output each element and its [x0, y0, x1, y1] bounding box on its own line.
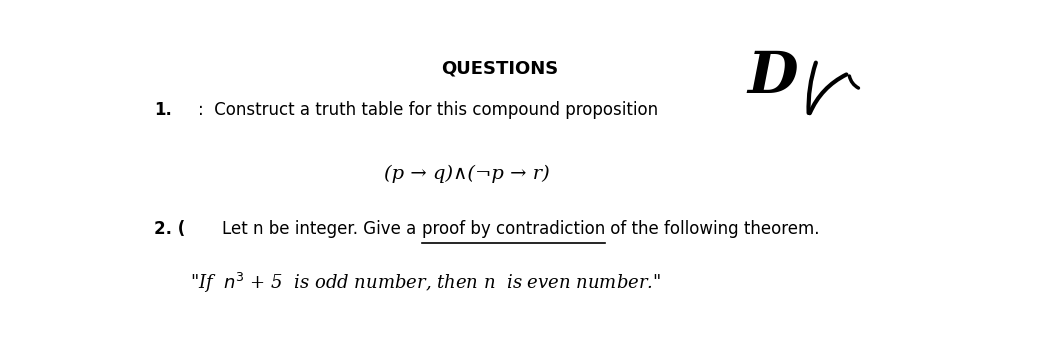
Text: 2. (: 2. (: [153, 220, 185, 238]
Text: "If  $n^3$ + 5  is odd number, then n  is even number.": "If $n^3$ + 5 is odd number, then n is e…: [190, 271, 661, 295]
Text: of the following theorem.: of the following theorem.: [605, 220, 819, 238]
Text: :  Construct a truth table for this compound proposition: : Construct a truth table for this compo…: [198, 101, 658, 119]
Text: (p → q)∧(¬p → r): (p → q)∧(¬p → r): [385, 165, 550, 183]
Text: D: D: [748, 49, 797, 106]
Text: Let n be integer. Give a: Let n be integer. Give a: [222, 220, 422, 238]
Text: 1.: 1.: [153, 101, 171, 119]
Text: proof by contradiction: proof by contradiction: [422, 220, 605, 238]
Text: QUESTIONS: QUESTIONS: [441, 60, 558, 78]
